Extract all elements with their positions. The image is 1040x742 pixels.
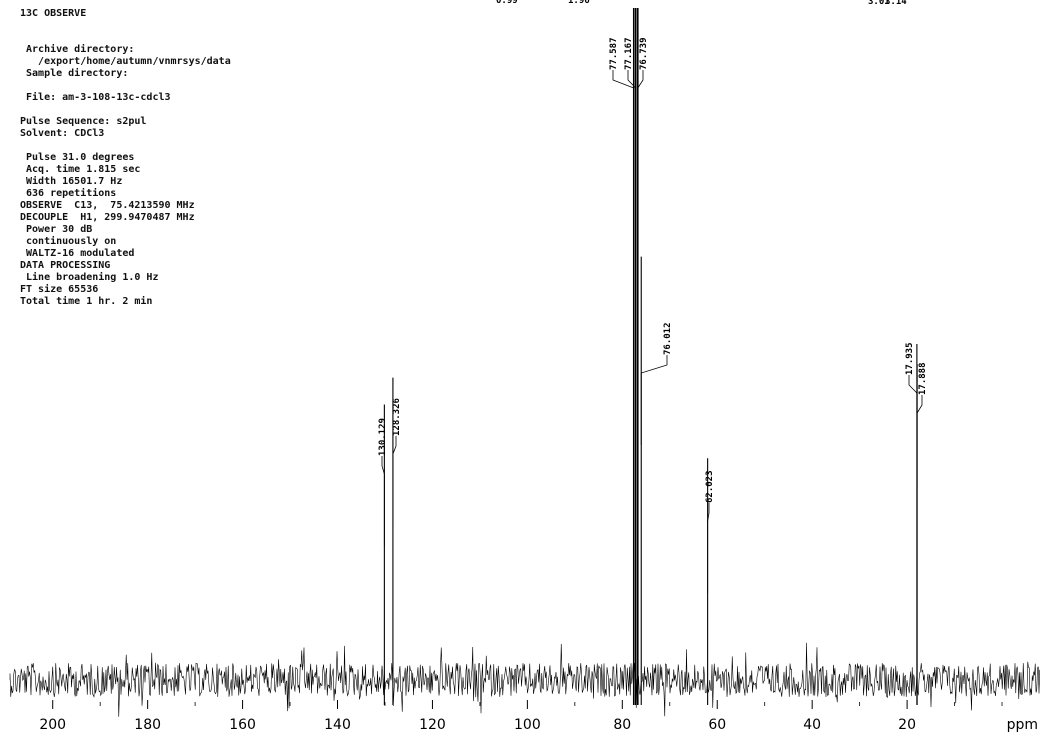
integral-label-0: 0.99 [496, 0, 518, 6]
integral-labels: 0.99 1.96 3.013.14 [496, 0, 907, 7]
tick-label-100: 100 [514, 717, 541, 733]
tick-label-40: 40 [803, 717, 821, 733]
acquisition-parameters: 13C OBSERVE Archive directory: /export/h… [20, 8, 231, 307]
tick-label-80: 80 [613, 717, 631, 733]
peak-label-76.739: 76.739 [639, 37, 649, 70]
leader-17.888 [916, 395, 923, 485]
leader-76.012 [640, 355, 668, 445]
peak-label-128.326: 128.326 [392, 398, 402, 436]
leader-77.167 [627, 70, 637, 160]
leader-76.739 [637, 70, 644, 160]
tick-label-20: 20 [898, 717, 916, 733]
x-axis-unit: ppm [1007, 717, 1038, 733]
integral-label-1: 1.96 [568, 0, 590, 6]
tick-label-180: 180 [134, 717, 161, 733]
tick-label-120: 120 [419, 717, 446, 733]
integral-label-3: 3.14 [885, 0, 907, 7]
peak-label-17.888: 17.888 [918, 362, 928, 395]
leader-17.935 [908, 375, 918, 465]
baseline-noise [9, 642, 1040, 717]
leader-62.023 [707, 503, 710, 593]
peak-label-77.587: 77.587 [609, 37, 619, 70]
peak-label-76.012: 76.012 [663, 322, 673, 355]
tick-label-160: 160 [229, 717, 256, 733]
noise-trace [9, 642, 1040, 717]
peak-label-17.935: 17.935 [905, 342, 915, 375]
leader-130.129 [381, 456, 385, 546]
tick-label-140: 140 [324, 717, 351, 733]
integral-label-2: 3.01 [868, 0, 890, 7]
peak-label-130.129: 130.129 [378, 418, 388, 456]
peak-lines [383, 8, 918, 705]
peak-labels: 130.129 128.326 77.587 77.167 76.739 76.012 62… [378, 37, 928, 593]
tick-label-200: 200 [39, 717, 66, 733]
peak-label-62.023: 62.023 [705, 470, 715, 503]
peak-label-77.167: 77.167 [624, 37, 634, 70]
leader-77.587 [612, 70, 635, 160]
tick-label-60: 60 [708, 717, 726, 733]
x-axis: 200 180 160 140 120 100 80 60 40 20 ppm [39, 700, 1038, 733]
leader-128.326 [392, 436, 397, 526]
